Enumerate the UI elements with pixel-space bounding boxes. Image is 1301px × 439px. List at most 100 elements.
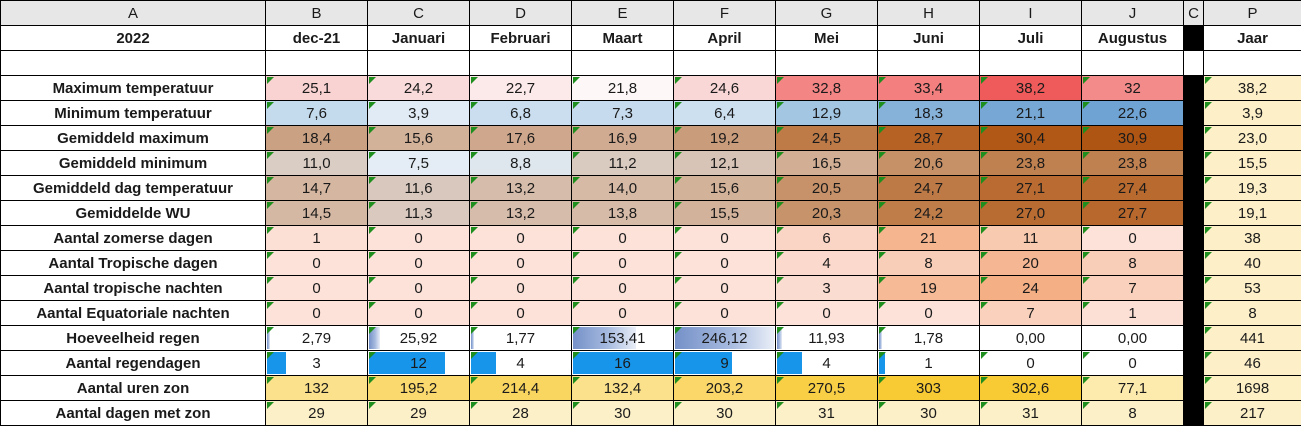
value-cell[interactable]: 0,00 [1081,325,1184,351]
value-cell[interactable]: 30 [571,400,674,426]
value-cell[interactable]: 29 [367,400,470,426]
value-cell[interactable]: 0 [571,250,674,276]
value-cell[interactable]: 8 [1081,400,1184,426]
value-cell[interactable]: 27,0 [979,200,1082,226]
value-cell[interactable]: 3 [265,350,368,376]
value-cell[interactable]: 11 [979,225,1082,251]
empty-cell[interactable] [1081,50,1184,76]
row-label[interactable]: Aantal dagen met zon [0,400,266,426]
value-cell[interactable]: 24,5 [775,125,878,151]
value-cell[interactable]: 7,5 [367,150,470,176]
value-cell[interactable]: 3 [775,275,878,301]
row-label[interactable]: Aantal Tropische dagen [0,250,266,276]
value-cell[interactable]: 27,4 [1081,175,1184,201]
value-cell[interactable]: 0 [775,300,878,326]
month-header[interactable]: Augustus [1081,25,1184,51]
year-total-cell[interactable]: 40 [1203,250,1301,276]
value-cell[interactable]: 16,5 [775,150,878,176]
value-cell[interactable]: 21 [877,225,980,251]
value-cell[interactable]: 33,4 [877,75,980,101]
value-cell[interactable]: 13,8 [571,200,674,226]
value-cell[interactable]: 11,0 [265,150,368,176]
column-header-b[interactable]: B [265,0,368,26]
value-cell[interactable]: 11,6 [367,175,470,201]
row-label[interactable]: Minimum temperatuur [0,100,266,126]
column-header-f[interactable]: F [673,0,776,26]
value-cell[interactable]: 6,8 [469,100,572,126]
column-header-a[interactable]: A [0,0,266,26]
empty-cell[interactable] [571,50,674,76]
month-header[interactable]: April [673,25,776,51]
year-total-cell[interactable]: 19,1 [1203,200,1301,226]
month-header[interactable]: Juli [979,25,1082,51]
value-cell[interactable]: 13,2 [469,200,572,226]
year-total-cell[interactable]: 8 [1203,300,1301,326]
value-cell[interactable]: 29 [265,400,368,426]
year-total-header[interactable]: Jaar [1203,25,1301,51]
value-cell[interactable]: 0 [367,225,470,251]
value-cell[interactable]: 15,6 [367,125,470,151]
month-header[interactable]: dec-21 [265,25,368,51]
value-cell[interactable]: 28 [469,400,572,426]
value-cell[interactable]: 8 [877,250,980,276]
year-total-cell[interactable]: 53 [1203,275,1301,301]
value-cell[interactable]: 16 [571,350,674,376]
value-cell[interactable]: 203,2 [673,375,776,401]
value-cell[interactable]: 31 [979,400,1082,426]
value-cell[interactable]: 24,7 [877,175,980,201]
value-cell[interactable]: 0 [367,250,470,276]
month-header[interactable]: Juni [877,25,980,51]
year-total-cell[interactable]: 1698 [1203,375,1301,401]
value-cell[interactable]: 11,2 [571,150,674,176]
value-cell[interactable]: 0 [571,275,674,301]
row-label[interactable]: Gemiddeld minimum [0,150,266,176]
column-header-p[interactable]: P [1203,0,1301,26]
value-cell[interactable]: 21,8 [571,75,674,101]
value-cell[interactable]: 19 [877,275,980,301]
month-header[interactable]: Maart [571,25,674,51]
value-cell[interactable]: 27,7 [1081,200,1184,226]
value-cell[interactable]: 30,4 [979,125,1082,151]
value-cell[interactable]: 0 [367,300,470,326]
year-total-cell[interactable]: 19,3 [1203,175,1301,201]
value-cell[interactable]: 6,4 [673,100,776,126]
value-cell[interactable]: 77,1 [1081,375,1184,401]
value-cell[interactable]: 20,3 [775,200,878,226]
value-cell[interactable]: 0 [673,275,776,301]
value-cell[interactable]: 214,4 [469,375,572,401]
row-label[interactable]: Hoeveelheid regen [0,325,266,351]
value-cell[interactable]: 12 [367,350,470,376]
value-cell[interactable]: 4 [469,350,572,376]
value-cell[interactable]: 12,1 [673,150,776,176]
value-cell[interactable]: 0 [469,250,572,276]
value-cell[interactable]: 0 [265,275,368,301]
empty-cell[interactable] [775,50,878,76]
value-cell[interactable]: 0 [367,275,470,301]
value-cell[interactable]: 19,2 [673,125,776,151]
year-total-cell[interactable]: 217 [1203,400,1301,426]
value-cell[interactable]: 15,5 [673,200,776,226]
column-header-g[interactable]: G [775,0,878,26]
year-total-cell[interactable]: 46 [1203,350,1301,376]
value-cell[interactable]: 0 [469,275,572,301]
value-cell[interactable]: 22,7 [469,75,572,101]
row-label[interactable]: Aantal uren zon [0,375,266,401]
year-total-cell[interactable]: 38,2 [1203,75,1301,101]
value-cell[interactable]: 6 [775,225,878,251]
value-cell[interactable]: 32 [1081,75,1184,101]
column-header-e[interactable]: E [571,0,674,26]
value-cell[interactable]: 24,6 [673,75,776,101]
value-cell[interactable]: 20,5 [775,175,878,201]
value-cell[interactable]: 0 [979,350,1082,376]
empty-cell[interactable] [979,50,1082,76]
column-header-h[interactable]: H [877,0,980,26]
value-cell[interactable]: 246,12 [673,325,776,351]
value-cell[interactable]: 132 [265,375,368,401]
empty-cell[interactable] [1203,50,1301,76]
value-cell[interactable]: 24,2 [367,75,470,101]
value-cell[interactable]: 1,78 [877,325,980,351]
value-cell[interactable]: 22,6 [1081,100,1184,126]
value-cell[interactable]: 13,2 [469,175,572,201]
value-cell[interactable]: 24 [979,275,1082,301]
row-label[interactable]: Aantal tropische nachten [0,275,266,301]
